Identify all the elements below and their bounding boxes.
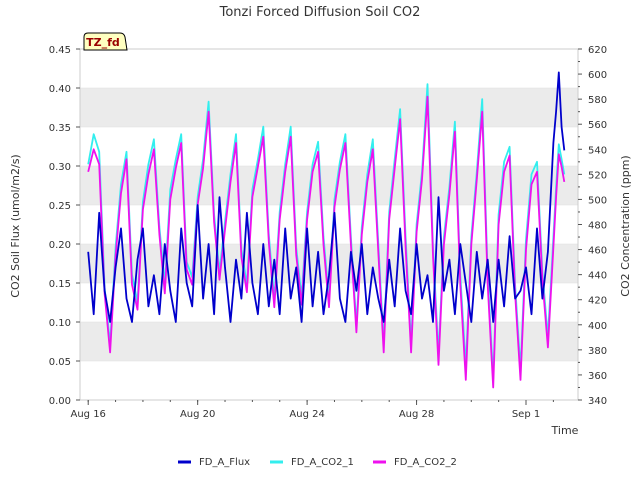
left-tick-label: 0.20 (49, 240, 71, 251)
left-tick-label: 0.30 (49, 162, 71, 173)
x-axis-label: Time (551, 424, 579, 437)
x-tick-label: Sep 1 (512, 409, 540, 420)
right-tick-label: 360 (588, 371, 607, 382)
left-tick-label: 0.00 (49, 396, 71, 407)
right-tick-label: 500 (588, 195, 607, 206)
series-layer (87, 71, 566, 389)
series-line-fd-a-flux (87, 71, 566, 323)
right-axis: 340 360 380 400 420 440 460 480 500 520 540 560 580 6… (578, 45, 607, 407)
right-tick-label: 600 (588, 70, 607, 81)
left-tick-label: 0.15 (49, 279, 71, 290)
left-tick-label: 0.10 (49, 318, 71, 329)
x-tick-label: Aug 28 (399, 409, 434, 420)
right-tick-label: 380 (588, 346, 607, 357)
right-tick-label: 540 (588, 145, 607, 156)
badge-label: TZ_fd (86, 36, 120, 49)
left-tick-label: 0.40 (49, 84, 71, 95)
right-tick-label: 440 (588, 271, 607, 282)
right-tick-label: 340 (588, 396, 607, 407)
right-tick-label: 420 (588, 296, 607, 307)
grid-band (80, 166, 578, 205)
x-axis: Aug 16 Aug 20 Aug 24 Aug 28 Sep 1 (70, 400, 554, 420)
left-tick-label: 0.35 (49, 123, 71, 134)
x-tick-label: Aug 20 (180, 409, 215, 420)
right-tick-label: 580 (588, 95, 607, 106)
legend-label: FD_A_CO2_1 (291, 457, 354, 468)
chart-title: Tonzi Forced Diffusion Soil CO2 (219, 5, 421, 20)
x-tick-label: Aug 16 (70, 409, 105, 420)
left-tick-label: 0.05 (49, 357, 71, 368)
legend: FD_A_Flux FD_A_CO2_1 FD_A_CO2_2 (178, 457, 457, 468)
right-tick-label: 460 (588, 246, 607, 257)
right-tick-label: 400 (588, 321, 607, 332)
grid-band (80, 322, 578, 361)
badge-shape (83, 32, 128, 51)
grid-band (80, 88, 578, 127)
site-badge: TZ_fd (83, 32, 128, 51)
right-tick-label: 620 (588, 45, 607, 56)
left-tick-label: 0.45 (49, 45, 71, 56)
right-axis-label: CO2 Concentration (ppm) (619, 155, 632, 296)
left-tick-label: 0.25 (49, 201, 71, 212)
right-tick-label: 560 (588, 120, 607, 131)
legend-label: FD_A_CO2_2 (394, 457, 457, 468)
right-tick-label: 480 (588, 221, 607, 232)
series-line-fd-a-co2-2 (87, 95, 566, 389)
legend-label: FD_A_Flux (199, 457, 250, 468)
right-tick-label: 520 (588, 170, 607, 181)
left-axis: 0.00 0.05 0.10 0.15 0.20 0.25 0.30 0.35 0.40 0.45 (49, 45, 80, 407)
left-axis-label: CO2 Soil Flux (umol/m2/s) (9, 154, 22, 297)
x-tick-label: Aug 24 (289, 409, 324, 420)
grid-bands (80, 48, 578, 401)
